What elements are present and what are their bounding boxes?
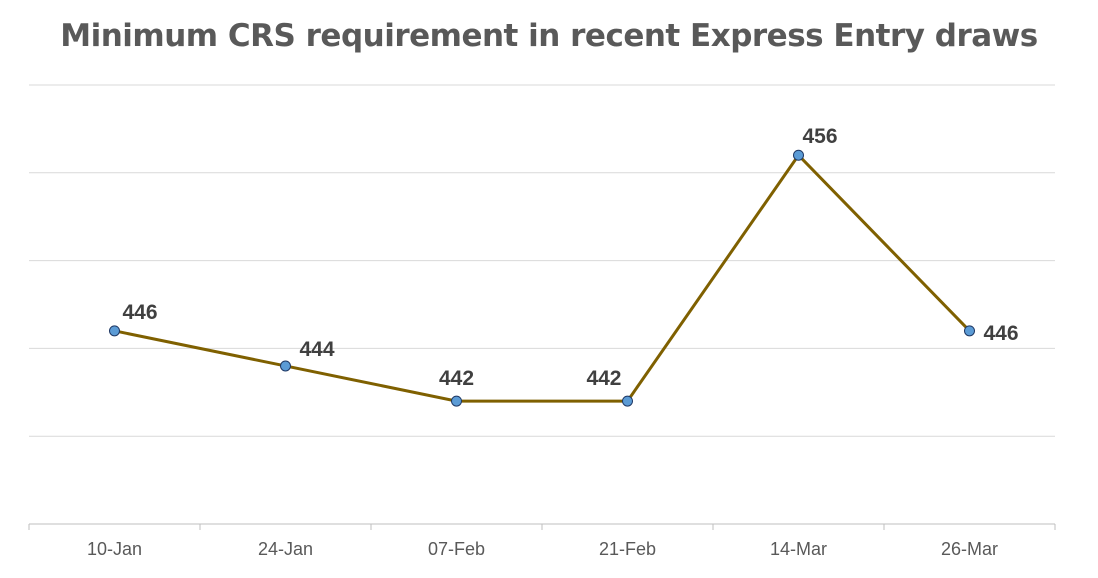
chart-title: Minimum CRS requirement in recent Expres… [60,18,1038,54]
data-point [793,149,804,161]
data-label: 442 [586,367,621,390]
x-tick-label: 10-Jan [87,539,142,559]
x-tick-label: 26-Mar [941,539,998,559]
data-label: 446 [984,322,1019,345]
x-tick-label: 21-Feb [599,539,656,559]
series-line [114,152,971,403]
x-tick-label: 24-Jan [258,539,313,559]
x-tick-label: 07-Feb [428,539,485,559]
data-label: 444 [300,338,335,361]
x-tick-label: 14-Mar [770,539,827,559]
data-point [622,395,633,407]
data-label: 456 [803,125,838,148]
data-point [109,325,120,337]
data-point [280,360,291,372]
data-point [964,325,975,337]
data-label: 442 [439,367,474,390]
data-label: 446 [123,301,158,324]
data-point [451,395,462,407]
